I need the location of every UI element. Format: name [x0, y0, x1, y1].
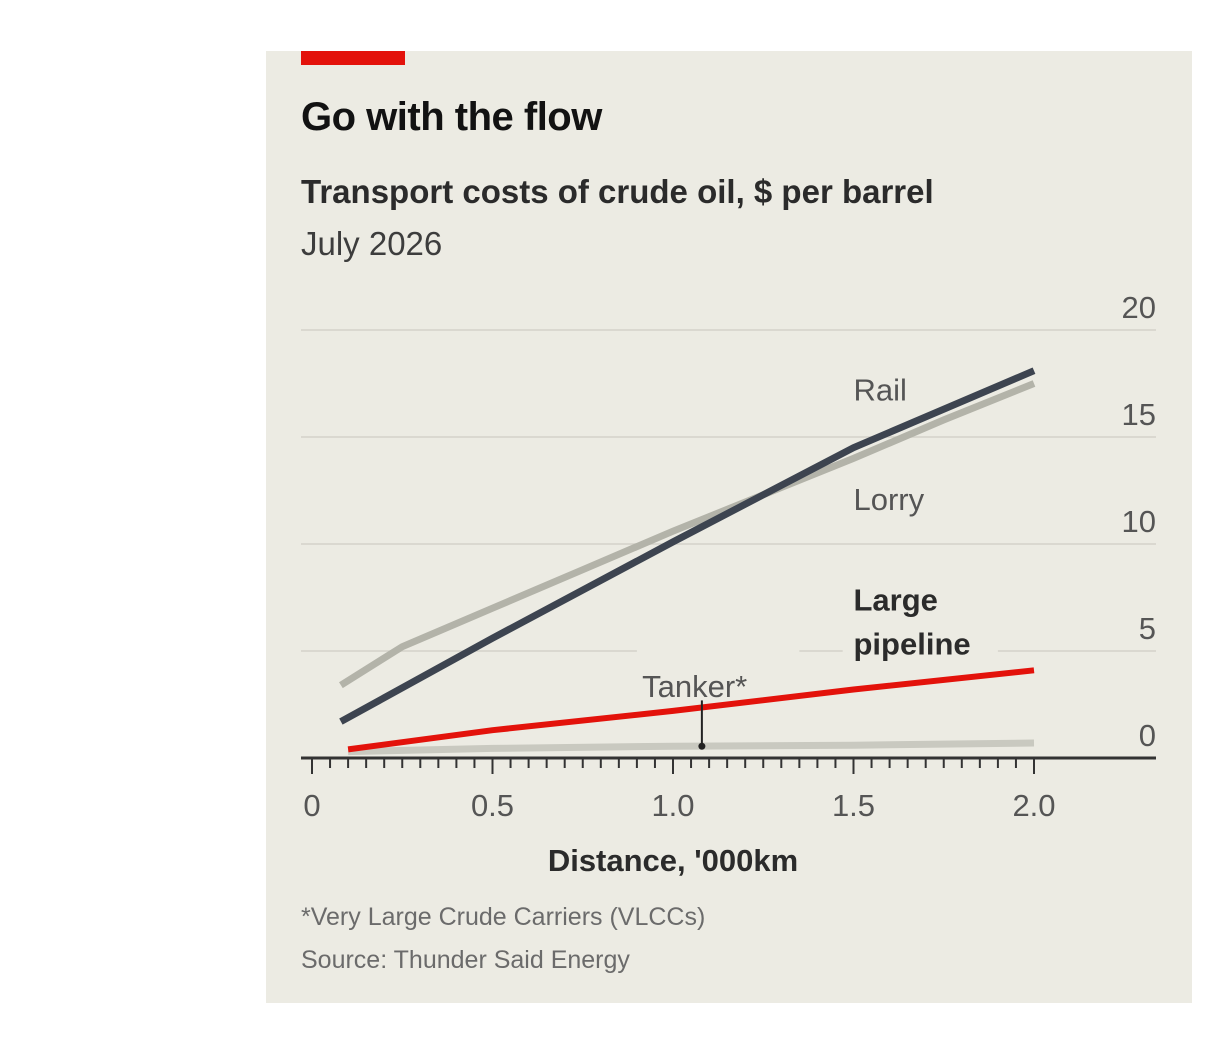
- label-rail: Rail: [854, 373, 907, 408]
- line-chart: 0 5 10 15 20 0 0.5 1.0 1.5 2.0 Distance, '000km R…: [301, 290, 1156, 878]
- chart-card: Go with the flow Transport costs of crud…: [266, 51, 1192, 1003]
- footnote: *Very Large Crude Carriers (VLCCs): [301, 903, 706, 931]
- chart-subtitle: Transport costs of crude oil, $ per barr…: [301, 173, 934, 210]
- label-pipeline-line2: pipeline: [854, 626, 971, 661]
- series-line-lorry: [339, 367, 1036, 725]
- series-line-rail: [339, 380, 1036, 689]
- x-axis-label: Distance, '000km: [548, 843, 798, 878]
- chart-title: Go with the flow: [301, 95, 602, 139]
- label-tanker: Tanker*: [642, 669, 747, 704]
- y-tick-label: 20: [1122, 290, 1156, 325]
- series-labels: Rail Lorry Large pipeline Tanker*: [636, 373, 998, 750]
- x-axis: 0 0.5 1.0 1.5 2.0 Distance, '000km: [301, 756, 1156, 878]
- source-note: Source: Thunder Said Energy: [301, 946, 630, 974]
- y-tick-label: 5: [1139, 611, 1156, 646]
- accent-bar: [301, 51, 405, 65]
- y-tick-label: 10: [1122, 504, 1156, 539]
- chart-period: July 2026: [301, 225, 443, 262]
- x-tick-label: 2.0: [1012, 788, 1055, 823]
- x-tick-label: 1.5: [832, 788, 875, 823]
- series-line-pipeline: [347, 667, 1035, 753]
- label-gap: [842, 647, 998, 655]
- x-tick-label: 1.0: [651, 788, 694, 823]
- y-tick-label: 15: [1122, 397, 1156, 432]
- x-tick-label: 0.5: [471, 788, 514, 823]
- label-pipeline-line1: Large: [854, 582, 938, 617]
- label-lorry: Lorry: [854, 482, 925, 517]
- y-tick-label: 0: [1139, 718, 1156, 753]
- x-tick-label: 0: [303, 788, 320, 823]
- tanker-pointer-dot: [698, 742, 706, 750]
- label-gap: [636, 647, 800, 655]
- series-lines: [339, 367, 1036, 756]
- series-line-tanker: [348, 739, 1035, 756]
